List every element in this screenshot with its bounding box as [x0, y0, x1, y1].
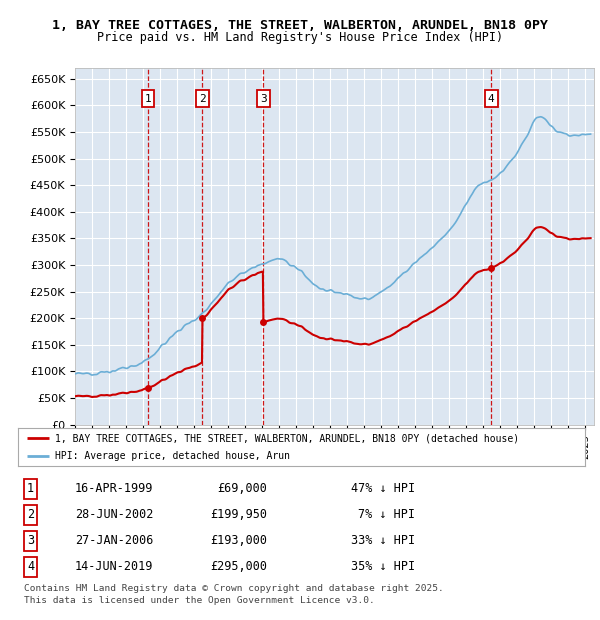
Text: 2: 2: [27, 508, 34, 521]
Text: 33% ↓ HPI: 33% ↓ HPI: [351, 534, 415, 547]
Text: This data is licensed under the Open Government Licence v3.0.: This data is licensed under the Open Gov…: [24, 596, 375, 606]
Text: £193,000: £193,000: [211, 534, 268, 547]
Text: 16-APR-1999: 16-APR-1999: [75, 482, 153, 495]
Text: HPI: Average price, detached house, Arun: HPI: Average price, detached house, Arun: [55, 451, 290, 461]
Text: 1, BAY TREE COTTAGES, THE STREET, WALBERTON, ARUNDEL, BN18 0PY: 1, BAY TREE COTTAGES, THE STREET, WALBER…: [52, 19, 548, 32]
Text: 4: 4: [488, 94, 494, 104]
Text: 27-JAN-2006: 27-JAN-2006: [75, 534, 153, 547]
Text: £295,000: £295,000: [211, 560, 268, 574]
Text: 1: 1: [145, 94, 151, 104]
Text: Price paid vs. HM Land Registry's House Price Index (HPI): Price paid vs. HM Land Registry's House …: [97, 31, 503, 44]
Text: 28-JUN-2002: 28-JUN-2002: [75, 508, 153, 521]
Text: Contains HM Land Registry data © Crown copyright and database right 2025.: Contains HM Land Registry data © Crown c…: [24, 584, 444, 593]
Text: 47% ↓ HPI: 47% ↓ HPI: [351, 482, 415, 495]
Text: 3: 3: [260, 94, 267, 104]
Text: £199,950: £199,950: [211, 508, 268, 521]
Text: 14-JUN-2019: 14-JUN-2019: [75, 560, 153, 574]
Text: 3: 3: [27, 534, 34, 547]
Text: 35% ↓ HPI: 35% ↓ HPI: [351, 560, 415, 574]
Text: £69,000: £69,000: [218, 482, 268, 495]
Text: 2: 2: [199, 94, 206, 104]
Text: 7% ↓ HPI: 7% ↓ HPI: [358, 508, 415, 521]
Text: 1, BAY TREE COTTAGES, THE STREET, WALBERTON, ARUNDEL, BN18 0PY (detached house): 1, BAY TREE COTTAGES, THE STREET, WALBER…: [55, 433, 519, 443]
Text: 1: 1: [27, 482, 34, 495]
Text: 4: 4: [27, 560, 34, 574]
